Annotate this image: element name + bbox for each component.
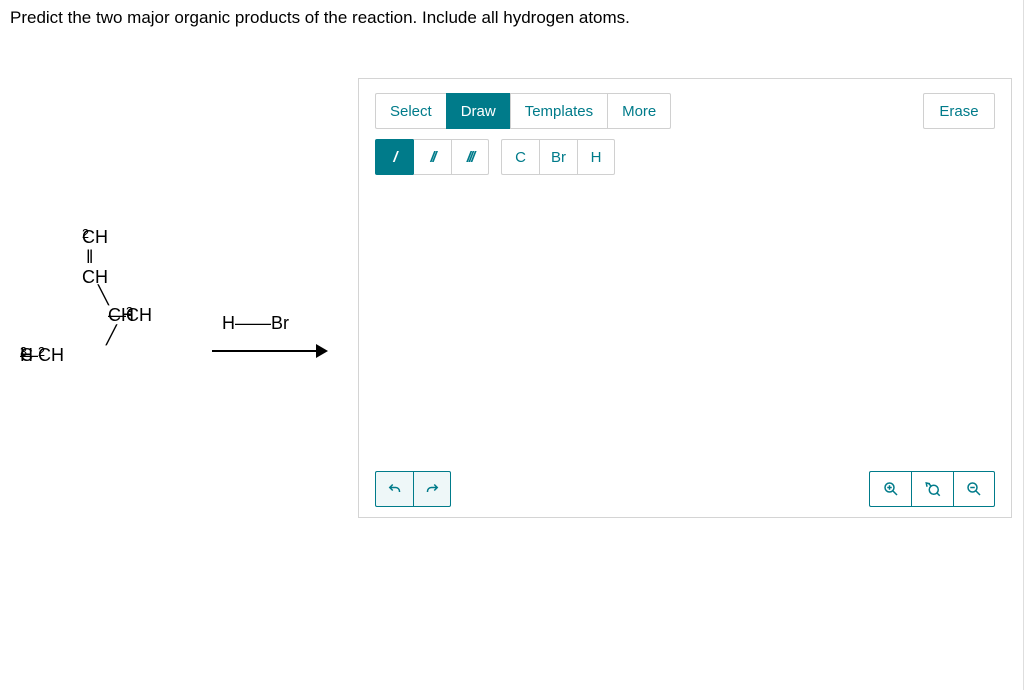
- erase-button[interactable]: Erase: [923, 93, 995, 129]
- undo-icon: [386, 480, 404, 498]
- reagent-label: H——Br: [222, 313, 289, 334]
- drawing-canvas[interactable]: [359, 187, 1011, 461]
- element-c-button[interactable]: C: [501, 139, 539, 175]
- zoom-out-button[interactable]: [953, 471, 995, 507]
- mode-tabs: Select Draw Templates More: [375, 93, 671, 129]
- single-bond-button[interactable]: /: [375, 139, 413, 175]
- triple-bond-button[interactable]: ///: [451, 139, 489, 175]
- double-bond-button[interactable]: //: [413, 139, 451, 175]
- undo-button[interactable]: [375, 471, 413, 507]
- reaction-scheme: CH2 ‖ CH ╲ CH—CH3 ╱ H3C—CH2 H——Br: [0, 78, 358, 518]
- tab-more[interactable]: More: [607, 93, 671, 129]
- tab-select[interactable]: Select: [375, 93, 446, 129]
- redo-icon: [423, 480, 441, 498]
- zoom-reset-icon: [924, 480, 942, 498]
- bond-tools: / // ///: [375, 139, 489, 175]
- element-tools: C Br H: [501, 139, 615, 175]
- element-br-button[interactable]: Br: [539, 139, 577, 175]
- reaction-arrow-head: [316, 344, 328, 358]
- drawing-editor: Select Draw Templates More Erase / // //…: [358, 78, 1012, 518]
- zoom-reset-button[interactable]: [911, 471, 953, 507]
- mode-tabs-row: Select Draw Templates More Erase: [359, 79, 1011, 129]
- tab-templates[interactable]: Templates: [510, 93, 607, 129]
- zoom-out-icon: [965, 480, 983, 498]
- zoom-in-icon: [882, 480, 900, 498]
- zoom-in-button[interactable]: [869, 471, 911, 507]
- undo-redo-group: [375, 471, 451, 507]
- reaction-arrow-line: [212, 350, 322, 352]
- element-h-button[interactable]: H: [577, 139, 615, 175]
- tools-row: / // /// C Br H: [359, 129, 1011, 175]
- zoom-group: [869, 471, 995, 507]
- question-text: Predict the two major organic products o…: [0, 0, 1024, 28]
- bottom-toolbar: [359, 461, 1011, 517]
- redo-button[interactable]: [413, 471, 451, 507]
- tab-draw[interactable]: Draw: [446, 93, 510, 129]
